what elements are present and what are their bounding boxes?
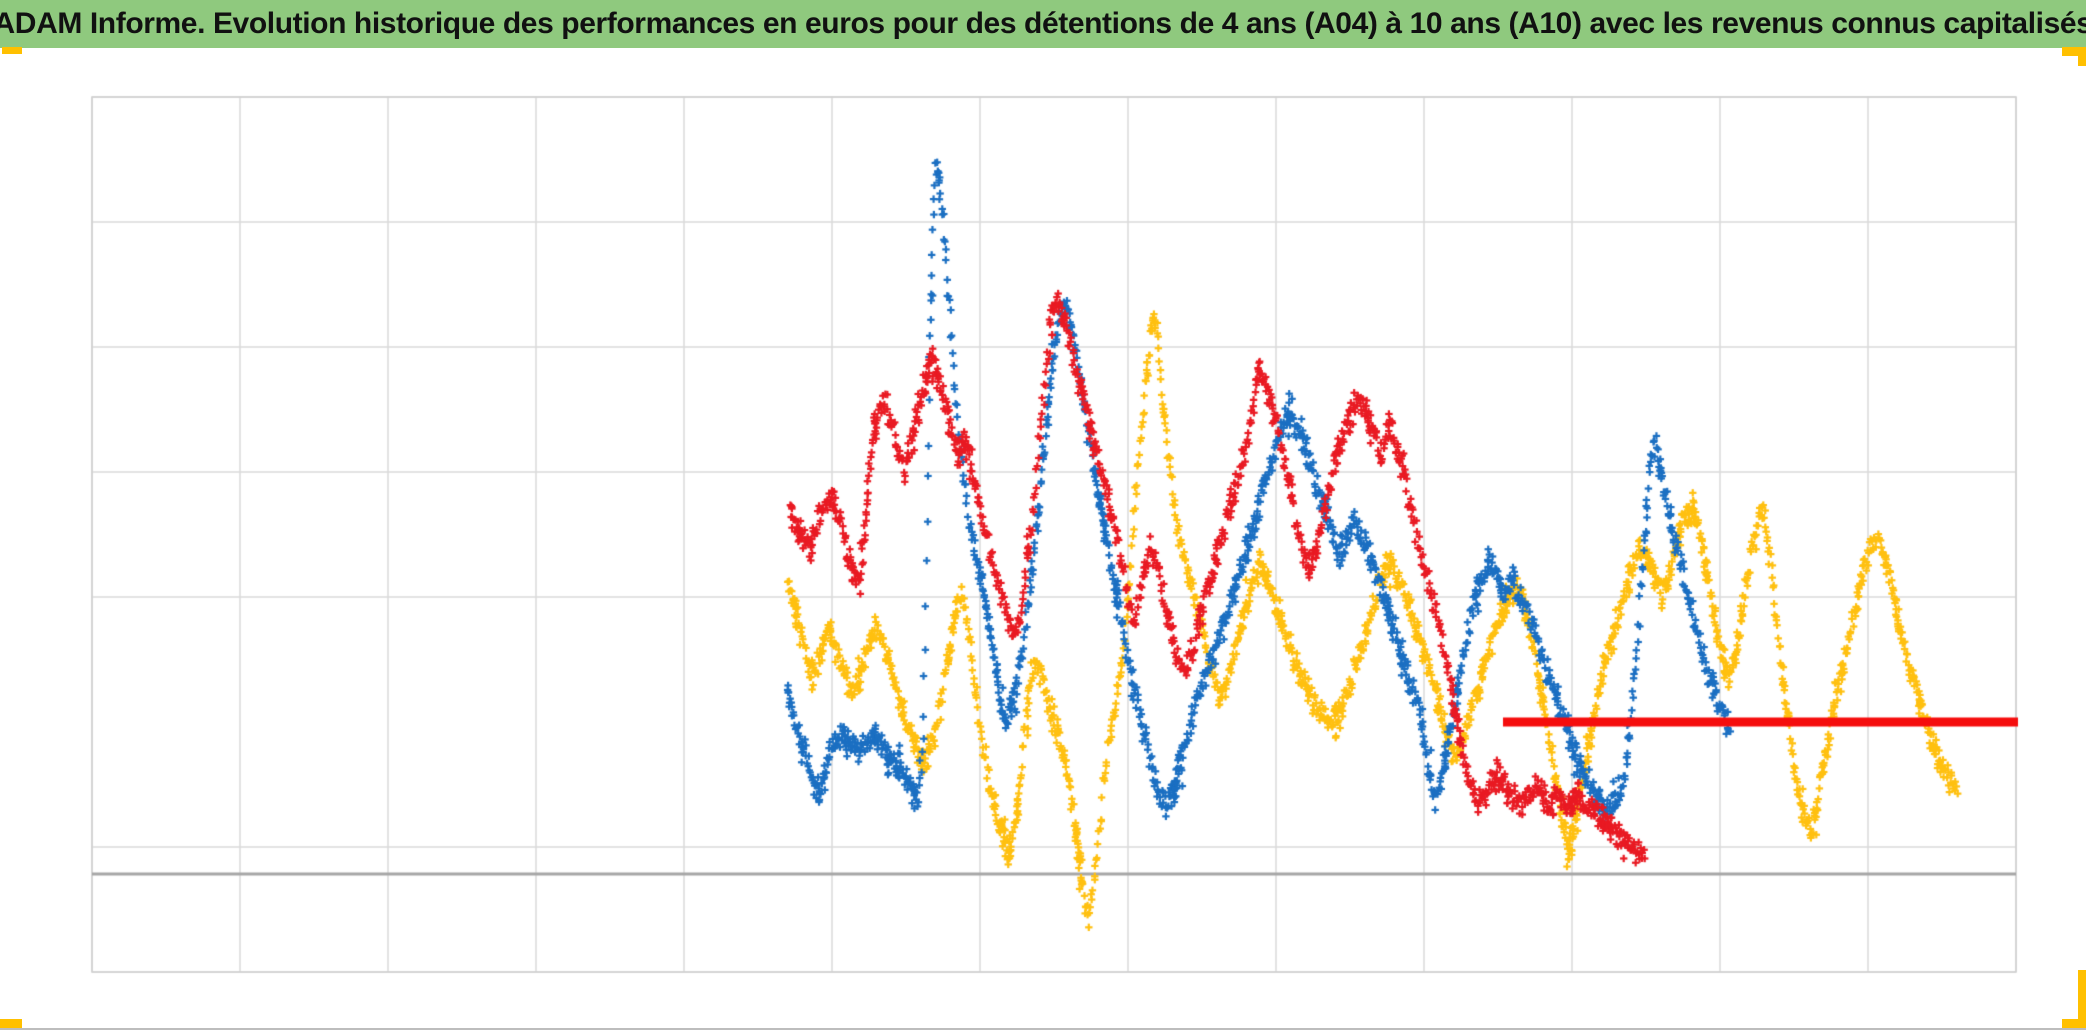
bottom-divider [0,1028,2086,1030]
chart-area[interactable] [0,48,2086,1029]
chart-canvas [0,48,2086,1029]
title-bar: ADAM Informe. Evolution historique des p… [0,0,2086,48]
chart-title: ADAM Informe. Evolution historique des p… [0,7,2086,40]
